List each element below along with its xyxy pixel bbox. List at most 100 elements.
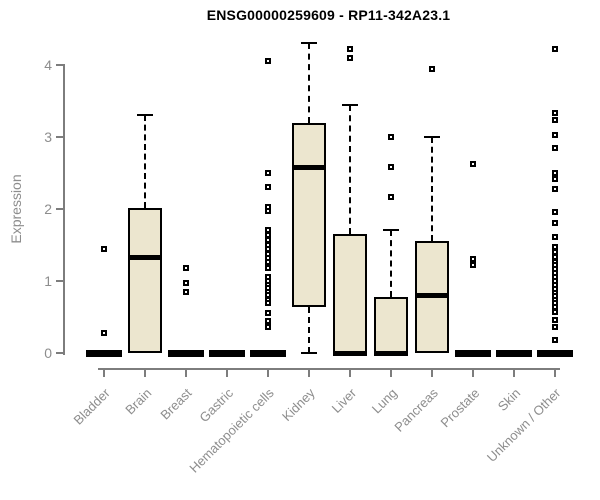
outlier-point [347,46,353,53]
outlier-point [552,144,558,151]
outlier-point [265,170,271,176]
x-tick-label: Prostate [437,385,482,431]
median-line [333,351,367,356]
x-axis-tick [554,370,556,377]
outlier-point [265,58,271,65]
outlier-point [552,234,558,241]
outlier-point [183,265,189,272]
x-tick-label: Kidney [279,385,318,425]
whisker-cap-upper [383,228,399,231]
outlier-point [552,308,558,315]
x-axis-tick [267,370,269,377]
x-axis-tick [431,370,433,377]
outlier-point [429,65,435,72]
x-axis-tick [472,370,474,377]
collapsed-box [209,350,245,357]
x-tick-label: Unknown / Other [484,385,564,465]
outlier-point [101,329,107,336]
outlier-point [552,46,558,53]
x-tick-label: Lung [368,385,400,417]
outlier-point [552,110,558,117]
median-line [415,292,449,298]
y-axis-tick [56,352,63,354]
outlier-point [552,185,558,192]
x-tick-label: Breast [157,385,195,423]
y-axis-tick [56,136,63,138]
y-axis-tick [56,280,63,282]
whisker-cap-upper [424,136,440,138]
whisker-upper [431,137,433,242]
outlier-point [265,265,271,272]
chart-title: ENSG00000259609 - RP11-342A23.1 [206,7,451,23]
outlier-point [552,220,558,227]
x-tick-label: Pancreas [391,385,441,435]
outlier-point [552,303,558,310]
whisker-upper [308,43,310,123]
box [292,122,326,307]
outlier-point [265,309,271,316]
outlier-point [265,300,271,307]
outlier-point [552,175,558,182]
median-line [374,351,408,356]
box [128,207,162,353]
outlier-point [265,324,271,331]
outlier-point [470,256,476,263]
y-tick-label: 3 [44,129,52,145]
outlier-point [183,280,189,287]
outlier-point [552,324,558,331]
collapsed-box [496,350,532,357]
whisker-upper [390,229,392,297]
y-axis-tick [56,64,63,66]
whisker-cap-upper [301,42,317,45]
outlier-point [183,288,189,295]
collapsed-box [168,350,204,357]
outlier-point [265,226,271,233]
whisker-cap-upper [137,114,153,117]
collapsed-box [537,350,573,357]
outlier-point [552,131,558,138]
x-axis-line [98,368,560,370]
whisker-lower [308,306,310,353]
y-axis-tick [56,208,63,210]
outlier-point [470,262,476,269]
outlier-point [552,208,558,215]
x-axis-tick [226,370,228,377]
outlier-point [265,236,271,243]
y-tick-label: 1 [44,273,52,289]
outlier-point [388,134,394,140]
collapsed-box [86,350,122,357]
median-line [128,255,162,261]
outlier-point [265,231,271,238]
box [333,234,367,353]
outlier-point [552,316,558,323]
whisker-cap-upper [342,103,358,106]
x-tick-label: Bladder [70,385,113,428]
outlier-point [388,193,394,200]
outlier-point [101,245,107,252]
whisker-upper [144,115,146,208]
outlier-point [265,317,271,324]
outlier-point [265,184,271,191]
x-tick-label: Gastric [196,385,236,426]
x-axis-tick [390,370,392,377]
y-tick-label: 2 [44,201,52,217]
x-axis-tick [513,370,515,377]
outlier-point [470,160,476,167]
outlier-point [552,116,558,123]
y-tick-label: 4 [44,57,52,73]
outlier-point [552,170,558,176]
outlier-point [552,244,558,251]
x-axis-tick [103,370,105,377]
box [374,296,408,353]
outlier-point [552,249,558,256]
x-axis-tick [308,370,310,377]
collapsed-box [455,350,491,357]
whisker-upper [349,104,351,235]
y-tick-label: 0 [44,345,52,361]
median-line [292,165,326,171]
x-axis-tick [144,370,146,377]
outlier-point [265,208,271,215]
collapsed-box [250,350,286,357]
outlier-point [552,337,558,344]
